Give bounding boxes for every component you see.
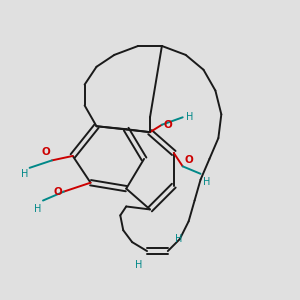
Text: H: H [135, 260, 142, 270]
Text: H: H [34, 203, 41, 214]
Text: H: H [203, 177, 211, 187]
Text: H: H [186, 112, 193, 122]
Text: O: O [184, 155, 193, 165]
Text: O: O [42, 147, 50, 158]
Text: O: O [54, 187, 62, 196]
Text: O: O [164, 120, 172, 130]
Text: H: H [175, 234, 183, 244]
Text: H: H [21, 169, 28, 179]
